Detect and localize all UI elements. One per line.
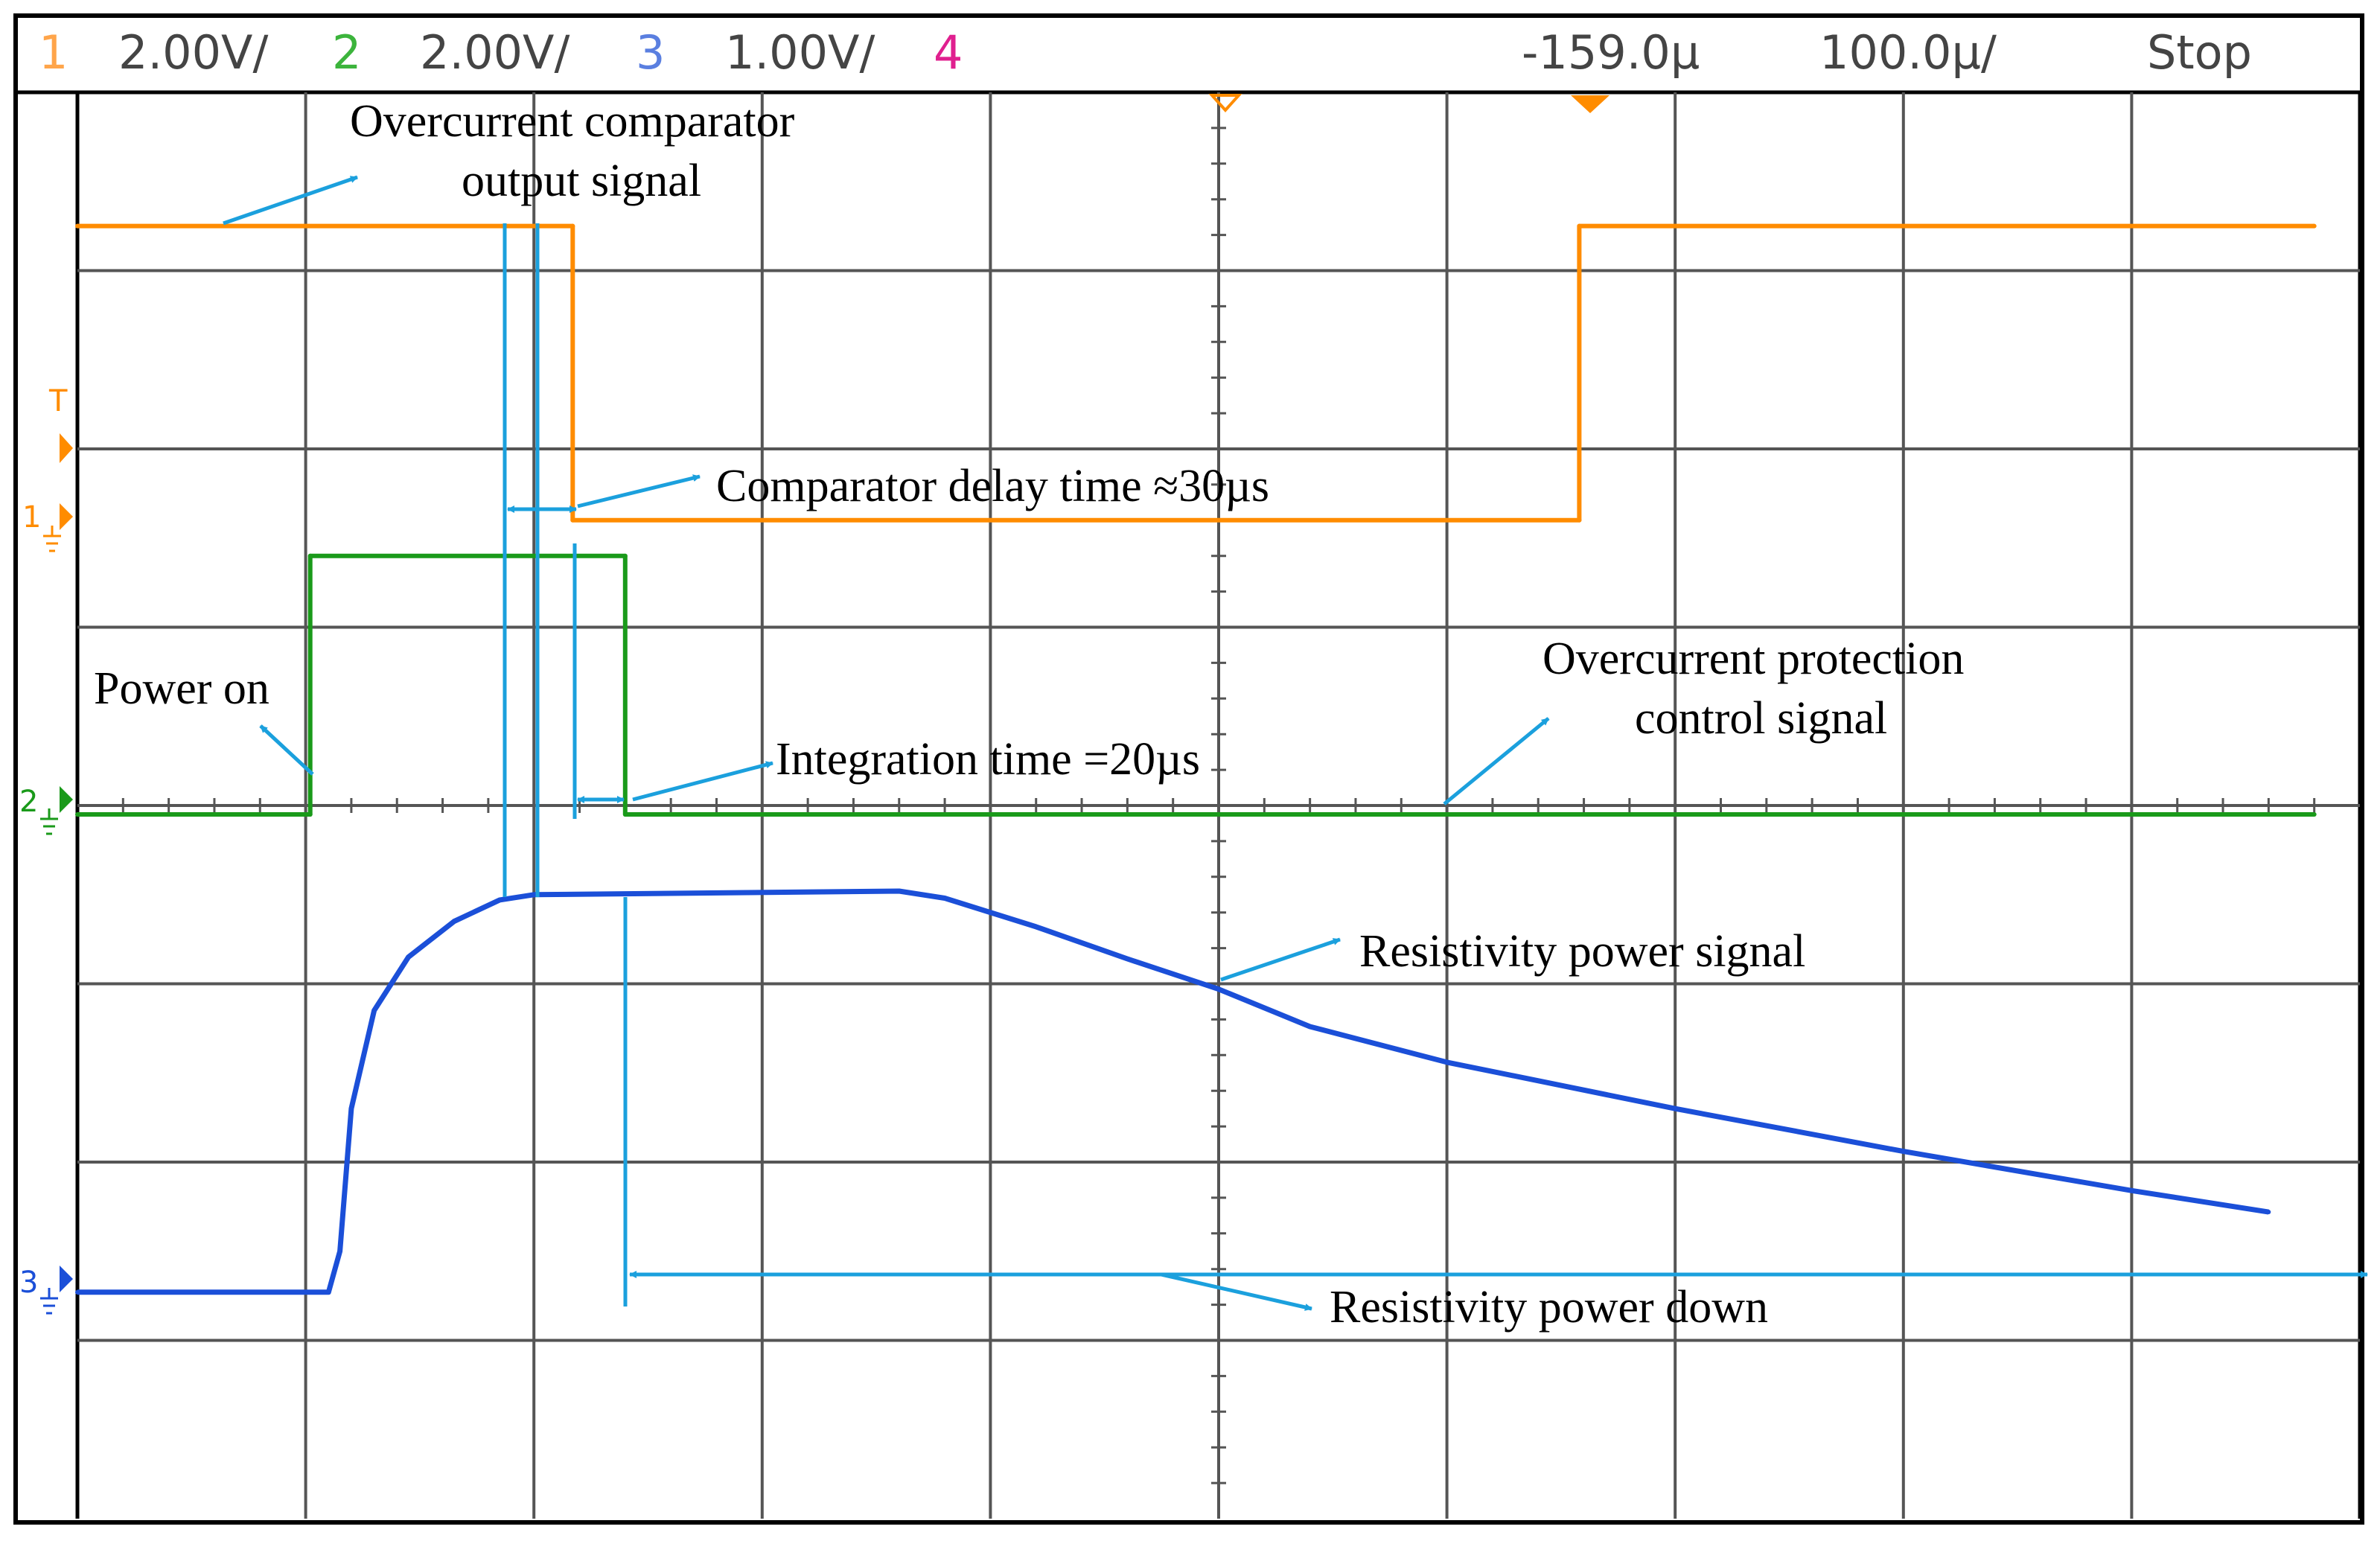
- trigger-level-icon[interactable]: [60, 433, 73, 463]
- ground-symbol-icon: [40, 808, 58, 835]
- arrow-delay-label: [577, 474, 701, 508]
- trigger-position-marker-icon[interactable]: [1208, 94, 1242, 112]
- ch4-number[interactable]: 4: [934, 25, 963, 80]
- ch2-number[interactable]: 2: [332, 25, 362, 80]
- trace-ch3-point: [337, 1248, 342, 1254]
- trace-ch3-point: [371, 1008, 377, 1013]
- label-comparator-output-line1: Overcurrent comparator: [350, 96, 795, 147]
- ch2-ground-label: 2: [19, 785, 38, 819]
- ch1-ground-label: 1: [22, 500, 41, 535]
- trace-ch3-point: [1033, 924, 1039, 929]
- trigger-level-label: T: [48, 384, 68, 418]
- label-integration-time: Integration time =20µs: [776, 734, 1200, 785]
- ch1-number[interactable]: 1: [39, 25, 68, 80]
- trace-ch3: [77, 888, 2269, 1295]
- trace-ch3-point: [1216, 986, 1221, 992]
- trace-ch3-point: [326, 1289, 331, 1295]
- trace-ch3-point: [406, 954, 411, 960]
- trace-ch3-point: [348, 1106, 354, 1111]
- trace-ch3-point: [532, 892, 537, 897]
- trace-ch2-point: [622, 811, 628, 817]
- traces: [75, 223, 2317, 1295]
- ground-symbol-icon: [43, 526, 61, 552]
- arrow-power-on: [259, 724, 314, 776]
- arrow-resistivity-signal: [1220, 937, 1341, 982]
- trigger-offset[interactable]: -159.0µ: [1522, 25, 1700, 80]
- trace-ch3-point: [1901, 1149, 1906, 1154]
- trace-ch3-point: [497, 897, 503, 902]
- trace-ch1: [77, 223, 2314, 523]
- label-comparator-delay: Comparator delay time ≈30µs: [716, 461, 1269, 511]
- label-resistivity-signal: Resistivity power signal: [1359, 926, 1805, 977]
- trace-ch1-point: [75, 223, 80, 229]
- status-bar: 1 2.00V/ 2 2.00V/ 3 1.00V/ 4 -159.0µ 100…: [18, 18, 2360, 89]
- label-protection-control-line2: control signal: [1635, 693, 1887, 744]
- ch2-scale[interactable]: 2.00V/: [420, 25, 570, 80]
- trace-ch1-point: [1577, 517, 1582, 523]
- ch3-number[interactable]: 3: [636, 25, 666, 80]
- label-protection-control-line1: Overcurrent protection: [1542, 634, 1964, 684]
- trigger-delay-marker-icon[interactable]: [1571, 95, 1609, 113]
- label-resistivity-down: Resistivity power down: [1330, 1282, 1768, 1333]
- run-state[interactable]: Stop: [2147, 25, 2252, 80]
- ch2-ground-icon: [60, 786, 73, 813]
- trace-ch1-point: [570, 223, 575, 229]
- ground-symbol-icon: [40, 1288, 58, 1315]
- trace-ch3-point: [1307, 1024, 1312, 1029]
- ch1-ground-icon: [60, 503, 73, 530]
- trace-ch2: [77, 553, 2314, 817]
- graticule: [77, 92, 2360, 1519]
- ch1-ground-marker[interactable]: 1: [22, 500, 73, 552]
- time-scale[interactable]: 100.0µ/: [1819, 25, 1997, 80]
- trace-ch1-point: [1577, 223, 1582, 229]
- label-power-on: Power on: [94, 663, 269, 714]
- ch3-ground-label: 3: [19, 1266, 38, 1300]
- label-comparator-output-line2: output signal: [462, 156, 701, 206]
- ch3-ground-icon: [60, 1266, 73, 1292]
- trace-ch3-point: [1125, 956, 1130, 961]
- trace-ch2-point: [75, 811, 80, 817]
- trace-ch1-point: [570, 517, 575, 523]
- arrow-protection-control: [1443, 717, 1550, 805]
- trace-ch3-point: [896, 888, 902, 893]
- trace-ch3-point: [451, 919, 456, 924]
- trace-ch3-point: [2266, 1210, 2271, 1215]
- trace-ch2-point: [622, 553, 628, 558]
- trace-ch3-point: [75, 1289, 80, 1295]
- arrow-comparator-output: [223, 175, 358, 226]
- trace-ch2-point: [307, 811, 313, 817]
- arrow-power-down-label: [1161, 1272, 1312, 1311]
- ch1-scale[interactable]: 2.00V/: [118, 25, 269, 80]
- arrow-integration-label: [632, 761, 773, 802]
- annotation-overlay: [223, 175, 2368, 1311]
- trace-ch1-point: [2312, 223, 2317, 229]
- trace-ch2-point: [2312, 811, 2317, 817]
- trace-ch3-point: [1673, 1106, 1678, 1111]
- trace-ch3-point: [1444, 1059, 1449, 1065]
- ch3-ground-marker[interactable]: 3: [19, 1266, 73, 1315]
- trace-ch3-point: [942, 896, 948, 901]
- trace-ch3-point: [2129, 1188, 2134, 1193]
- trace-ch2-point: [307, 553, 313, 558]
- ch3-scale[interactable]: 1.00V/: [725, 25, 875, 80]
- ch2-ground-marker[interactable]: 2: [19, 785, 73, 835]
